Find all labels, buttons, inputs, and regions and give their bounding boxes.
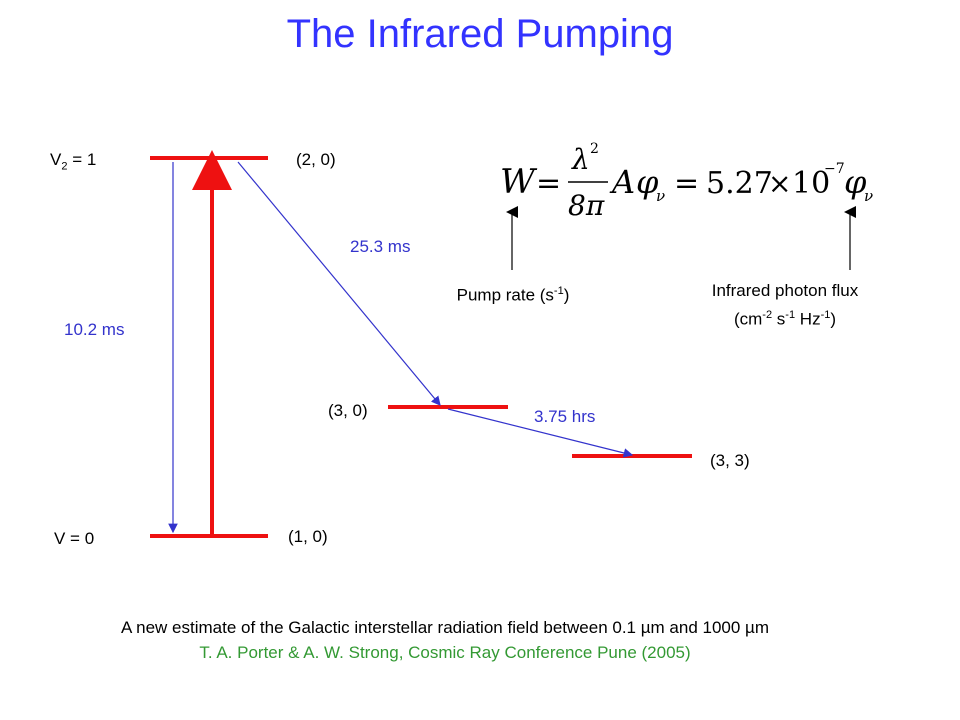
flux-caption: Infrared photon flux (cm-2 s-1 Hz-1) xyxy=(680,279,890,332)
formula-nu: ν xyxy=(656,187,665,205)
formula-lambda: λ xyxy=(571,143,590,176)
formula-times: × xyxy=(768,167,791,200)
formula-coef: 5.27 xyxy=(706,166,773,201)
formula-w: W xyxy=(500,162,538,202)
decay-arrow-375hrs xyxy=(447,408,634,458)
reference-title: A new estimate of the Galactic interstel… xyxy=(121,618,769,637)
level-label-v2: V2 = 1 xyxy=(50,150,97,173)
formula-ten: 10 xyxy=(792,166,830,201)
level-label-v0: V = 0 xyxy=(54,529,95,548)
formula-phi: φ xyxy=(636,163,659,201)
transition-label-375hrs: 3.75 hrs xyxy=(534,407,596,426)
page-title: The Infrared Pumping xyxy=(286,12,674,56)
state-label-1-0: (1, 0) xyxy=(288,527,328,546)
formula-eq1: = xyxy=(536,166,561,201)
reference-citation: T. A. Porter & A. W. Strong, Cosmic Ray … xyxy=(199,643,691,662)
pump-rate-caption: Pump rate (s-1) xyxy=(456,285,570,305)
formula-eq2: = xyxy=(674,166,699,201)
formula-nu2: ν xyxy=(864,187,873,205)
decay-arrow-25ms xyxy=(237,161,441,406)
pump-rate-formula: W = λ 2 8π A φ ν = 5.27 × 10 −7 φ ν xyxy=(500,141,873,222)
formula-a: A xyxy=(609,163,635,201)
flux-caption-line2: (cm-2 s-1 Hz-1) xyxy=(733,309,837,329)
state-label-3-3: (3, 3) xyxy=(710,451,750,470)
flux-caption-line1: Infrared photon flux xyxy=(711,281,859,300)
formula-lambda-sq: 2 xyxy=(590,141,599,157)
formula-phi2: φ xyxy=(844,163,867,201)
formula-denominator: 8π xyxy=(568,189,605,222)
formula-exp: −7 xyxy=(824,161,845,177)
state-label-2-0: (2, 0) xyxy=(296,150,336,169)
transition-label-25ms: 25.3 ms xyxy=(350,237,411,256)
state-label-3-0: (3, 0) xyxy=(328,401,368,420)
transition-label-10ms: 10.2 ms xyxy=(64,320,125,339)
